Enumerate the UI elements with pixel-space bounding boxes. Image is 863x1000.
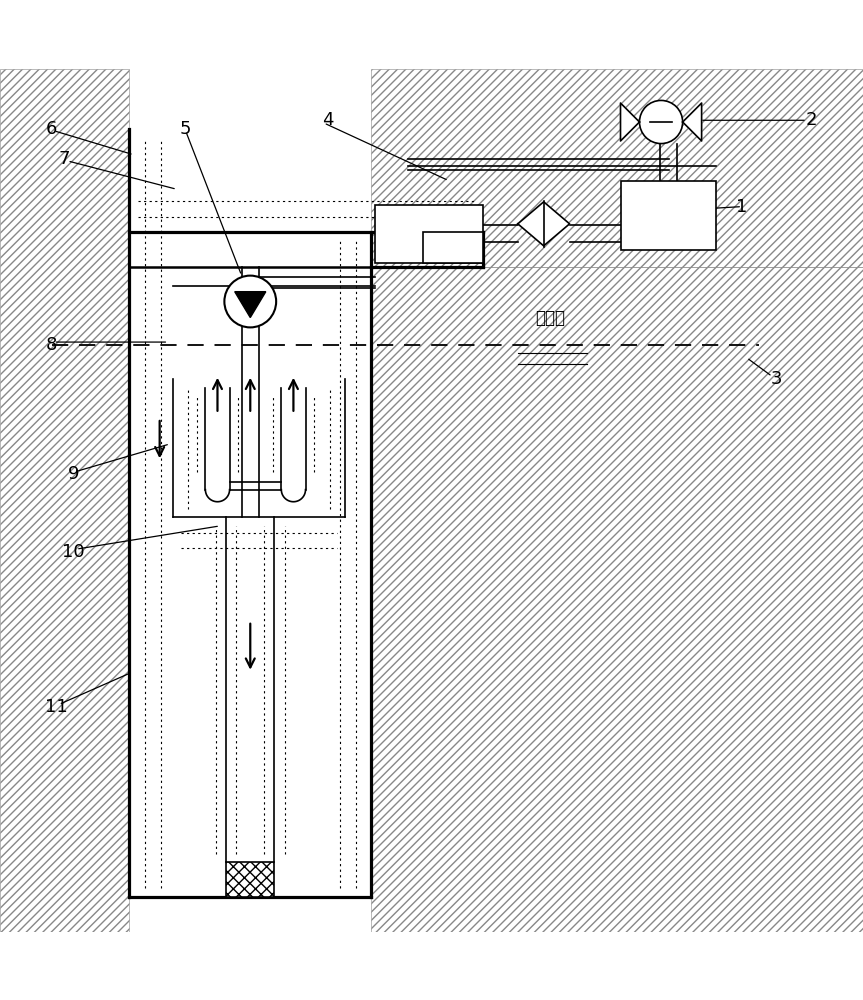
Polygon shape bbox=[683, 103, 702, 141]
Bar bbox=[621, 181, 716, 250]
Text: 静水位: 静水位 bbox=[535, 309, 565, 327]
Text: 10: 10 bbox=[62, 543, 85, 561]
Text: 11: 11 bbox=[45, 698, 67, 716]
Bar bbox=[0, 68, 129, 932]
Text: 3: 3 bbox=[771, 370, 783, 388]
Text: 8: 8 bbox=[46, 336, 58, 354]
Polygon shape bbox=[235, 292, 266, 318]
Bar bbox=[423, 232, 483, 263]
Text: 9: 9 bbox=[67, 465, 79, 483]
Bar bbox=[375, 205, 483, 263]
Bar bbox=[371, 68, 863, 267]
Text: 6: 6 bbox=[46, 120, 58, 138]
Circle shape bbox=[639, 100, 683, 144]
Bar bbox=[371, 267, 863, 932]
Text: 7: 7 bbox=[59, 150, 71, 168]
Circle shape bbox=[224, 276, 276, 327]
Polygon shape bbox=[620, 103, 639, 141]
Text: 5: 5 bbox=[180, 120, 192, 138]
Bar bbox=[226, 862, 274, 897]
Text: 4: 4 bbox=[322, 111, 334, 129]
Text: 1: 1 bbox=[736, 198, 748, 216]
Text: 2: 2 bbox=[805, 111, 817, 129]
Polygon shape bbox=[518, 202, 570, 246]
